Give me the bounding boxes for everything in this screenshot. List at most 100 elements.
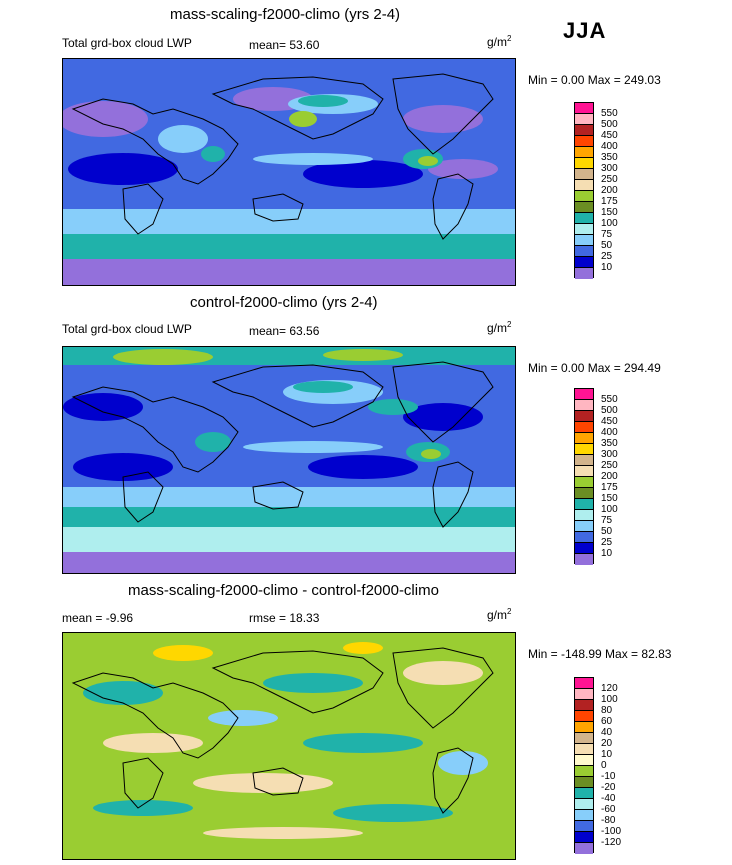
panel-3-rmse: rmse = 18.33 <box>249 611 319 625</box>
panel-2-colorbar-swatch <box>575 532 593 543</box>
panel-3-colorbar-swatch <box>575 832 593 843</box>
panel-3-tick: 80 <box>601 705 613 716</box>
panel-3-tick: 100 <box>601 694 618 705</box>
panel-1-tick: 175 <box>601 196 618 207</box>
panel-2-variable-label: Total grd-box cloud LWP <box>62 322 192 336</box>
panel-3-mean: mean = -9.96 <box>62 611 134 625</box>
panel-1-tick: 10 <box>601 262 613 273</box>
panel-3-tick: -120 <box>601 837 622 848</box>
panel-2-colorbar <box>574 388 594 565</box>
panel-3-colorbar-swatch <box>575 755 593 766</box>
panel-3-colorbar-swatch <box>575 689 593 700</box>
panel-2-tick: 10 <box>601 548 613 559</box>
panel-3-colorbar <box>574 677 594 854</box>
panel-3-colorbar-swatch <box>575 777 593 788</box>
panel-2-colorbar-swatch <box>575 411 593 422</box>
panel-1-map <box>62 58 516 286</box>
panel-3-rmse-label: rmse = <box>249 611 287 625</box>
panel-3-rmse-value: 18.33 <box>289 611 320 625</box>
panel-2-tick: 500 <box>601 405 618 416</box>
panel-2-mean-value: 63.56 <box>289 324 320 338</box>
panel-1-colorbar-swatch <box>575 224 593 235</box>
panel-1-tick: 150 <box>601 207 618 218</box>
panel-1-colorbar-swatch <box>575 136 593 147</box>
panel-1-colorbar-swatch <box>575 268 593 279</box>
panel-3-tick: 10 <box>601 749 613 760</box>
panel-1-tick: 450 <box>601 130 618 141</box>
panel-3-tick: 20 <box>601 738 613 749</box>
panel-1-colorbar-swatch <box>575 235 593 246</box>
panel-1-colorbar-swatch <box>575 125 593 136</box>
panel-1-colorbar-swatch <box>575 213 593 224</box>
panel-2-tick: 75 <box>601 515 613 526</box>
panel-3-colorbar-swatch <box>575 700 593 711</box>
panel-2-units: g/m2 <box>487 320 512 335</box>
panel-2-tick: 50 <box>601 526 613 537</box>
panel-2-colorbar-swatch <box>575 554 593 565</box>
panel-3-colorbar-swatch <box>575 843 593 854</box>
panel-1-colorbar <box>574 102 594 279</box>
panel-1-mean: mean= 53.60 <box>249 38 319 52</box>
panel-1-tick: 400 <box>601 141 618 152</box>
panel-1-colorbar-swatch <box>575 158 593 169</box>
panel-2-minmax: Min = 0.00 Max = 294.49 <box>528 361 661 375</box>
panel-1-title: mass-scaling-f2000-climo (yrs 2-4) <box>170 6 401 23</box>
panel-1-colorbar-swatch <box>575 257 593 268</box>
panel-1-map-field <box>63 59 515 285</box>
panel-2-colorbar-swatch <box>575 455 593 466</box>
panel-3-colorbar-swatch <box>575 799 593 810</box>
panel-1-colorbar-swatch <box>575 191 593 202</box>
panel-3-colorbar-swatch <box>575 788 593 799</box>
panel-2-colorbar-swatch <box>575 389 593 400</box>
panel-2-colorbar-swatch <box>575 510 593 521</box>
panel-2-tick: 175 <box>601 482 618 493</box>
panel-3-colorbar-swatch <box>575 722 593 733</box>
panel-3-colorbar-swatch <box>575 711 593 722</box>
panel-3-colorbar-swatch <box>575 744 593 755</box>
panel-2-tick: 400 <box>601 427 618 438</box>
panel-2-tick: 300 <box>601 449 618 460</box>
panel-2-colorbar-swatch <box>575 521 593 532</box>
panel-3-tick: 60 <box>601 716 613 727</box>
panel-1-variable-label: Total grd-box cloud LWP <box>62 36 192 50</box>
panel-1-tick: 300 <box>601 163 618 174</box>
panel-3-tick: -60 <box>601 804 616 815</box>
panel-3-colorbar-swatch <box>575 821 593 832</box>
panel-1-colorbar-swatch <box>575 169 593 180</box>
panel-1-tick: 100 <box>601 218 618 229</box>
panel-1-mean-label: mean= <box>249 38 287 52</box>
panel-1-tick: 200 <box>601 185 618 196</box>
panel-1-tick: 500 <box>601 119 618 130</box>
panel-1-colorbar-swatch <box>575 147 593 158</box>
panel-1-colorbar-swatch <box>575 114 593 125</box>
panel-3-tick: -80 <box>601 815 616 826</box>
panel-2-colorbar-swatch <box>575 400 593 411</box>
panel-3-colorbar-swatch <box>575 810 593 821</box>
panel-1-tick: 25 <box>601 251 613 262</box>
panel-2-mean: mean= 63.56 <box>249 324 319 338</box>
panel-3-title: mass-scaling-f2000-climo - control-f2000… <box>128 582 439 599</box>
panel-1-tick: 350 <box>601 152 618 163</box>
panel-1-tick: 50 <box>601 240 613 251</box>
panel-3-map <box>62 632 516 860</box>
panel-2-colorbar-swatch <box>575 543 593 554</box>
panel-2-colorbar-swatch <box>575 422 593 433</box>
panel-3-tick: -10 <box>601 771 616 782</box>
panel-3-colorbar-swatch <box>575 733 593 744</box>
panel-1-units: g/m2 <box>487 34 512 49</box>
panel-1-colorbar-swatch <box>575 246 593 257</box>
panel-2-title: control-f2000-climo (yrs 2-4) <box>190 294 378 311</box>
panel-2-tick: 350 <box>601 438 618 449</box>
panel-3-map-field <box>63 633 515 859</box>
panel-2-tick: 450 <box>601 416 618 427</box>
panel-3-tick: 120 <box>601 683 618 694</box>
panel-2-tick: 200 <box>601 471 618 482</box>
panel-3-colorbar-swatch <box>575 766 593 777</box>
panel-3-tick: -20 <box>601 782 616 793</box>
panel-3-tick: 40 <box>601 727 613 738</box>
panel-2-mean-label: mean= <box>249 324 287 338</box>
panel-1-tick: 550 <box>601 108 618 119</box>
panel-3-units: g/m2 <box>487 607 512 622</box>
panel-2-colorbar-swatch <box>575 477 593 488</box>
panel-1-colorbar-swatch <box>575 180 593 191</box>
